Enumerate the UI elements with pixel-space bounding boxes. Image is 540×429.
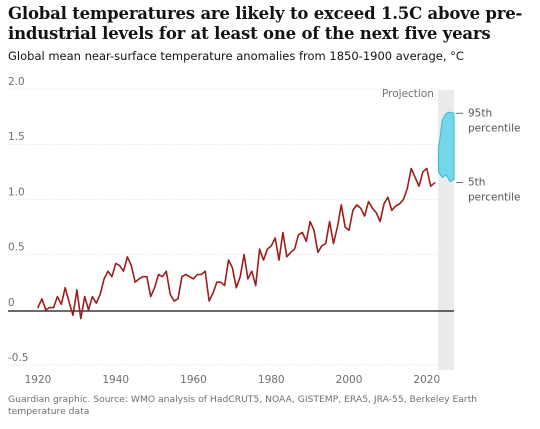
chart-subtitle: Global mean near-surface temperature ano…	[8, 49, 464, 63]
projection-leaders	[456, 112, 463, 184]
projection-band	[437, 111, 455, 183]
x-tick-label: 1940	[102, 374, 129, 386]
y-tick-label: 0	[8, 297, 15, 309]
y-tick-label: -0.5	[8, 352, 29, 364]
y-axis-ticks: -0.5 0 0.5 1.0 1.5 2.0	[8, 76, 29, 364]
percentile-5-label: 5th percentile	[468, 177, 521, 204]
x-tick-label: 2020	[413, 374, 440, 386]
chart-title: Global temperatures are likely to exceed…	[8, 4, 523, 43]
y-tick-label: 1.0	[8, 186, 25, 198]
percentile-label-line: percentile	[468, 122, 521, 134]
y-tick-label: 2.0	[8, 76, 25, 88]
x-tick-label: 2000	[336, 374, 363, 386]
percentile-label-line: 5th	[468, 177, 485, 189]
x-tick-label: 1980	[258, 374, 285, 386]
x-tick-label: 1920	[25, 374, 52, 386]
temperature-chart: -0.5 0 0.5 1.0 1.5 2.0 1920 1940 1960 1980 2000 20…	[8, 76, 521, 386]
percentile-label-line: 95th	[468, 107, 492, 119]
gridlines	[8, 88, 438, 366]
series-line	[37, 167, 436, 320]
percentile-label-line: percentile	[468, 192, 521, 204]
x-tick-label: 1960	[180, 374, 207, 386]
projection-label: Projection	[382, 88, 434, 100]
source-note: Guardian graphic. Source: WMO analysis o…	[8, 394, 478, 417]
percentile-95-label: 95th percentile	[468, 107, 521, 134]
y-tick-label: 0.5	[8, 242, 25, 254]
y-tick-label: 1.5	[8, 131, 25, 143]
x-axis-ticks: 1920 1940 1960 1980 2000 2020	[25, 374, 441, 386]
